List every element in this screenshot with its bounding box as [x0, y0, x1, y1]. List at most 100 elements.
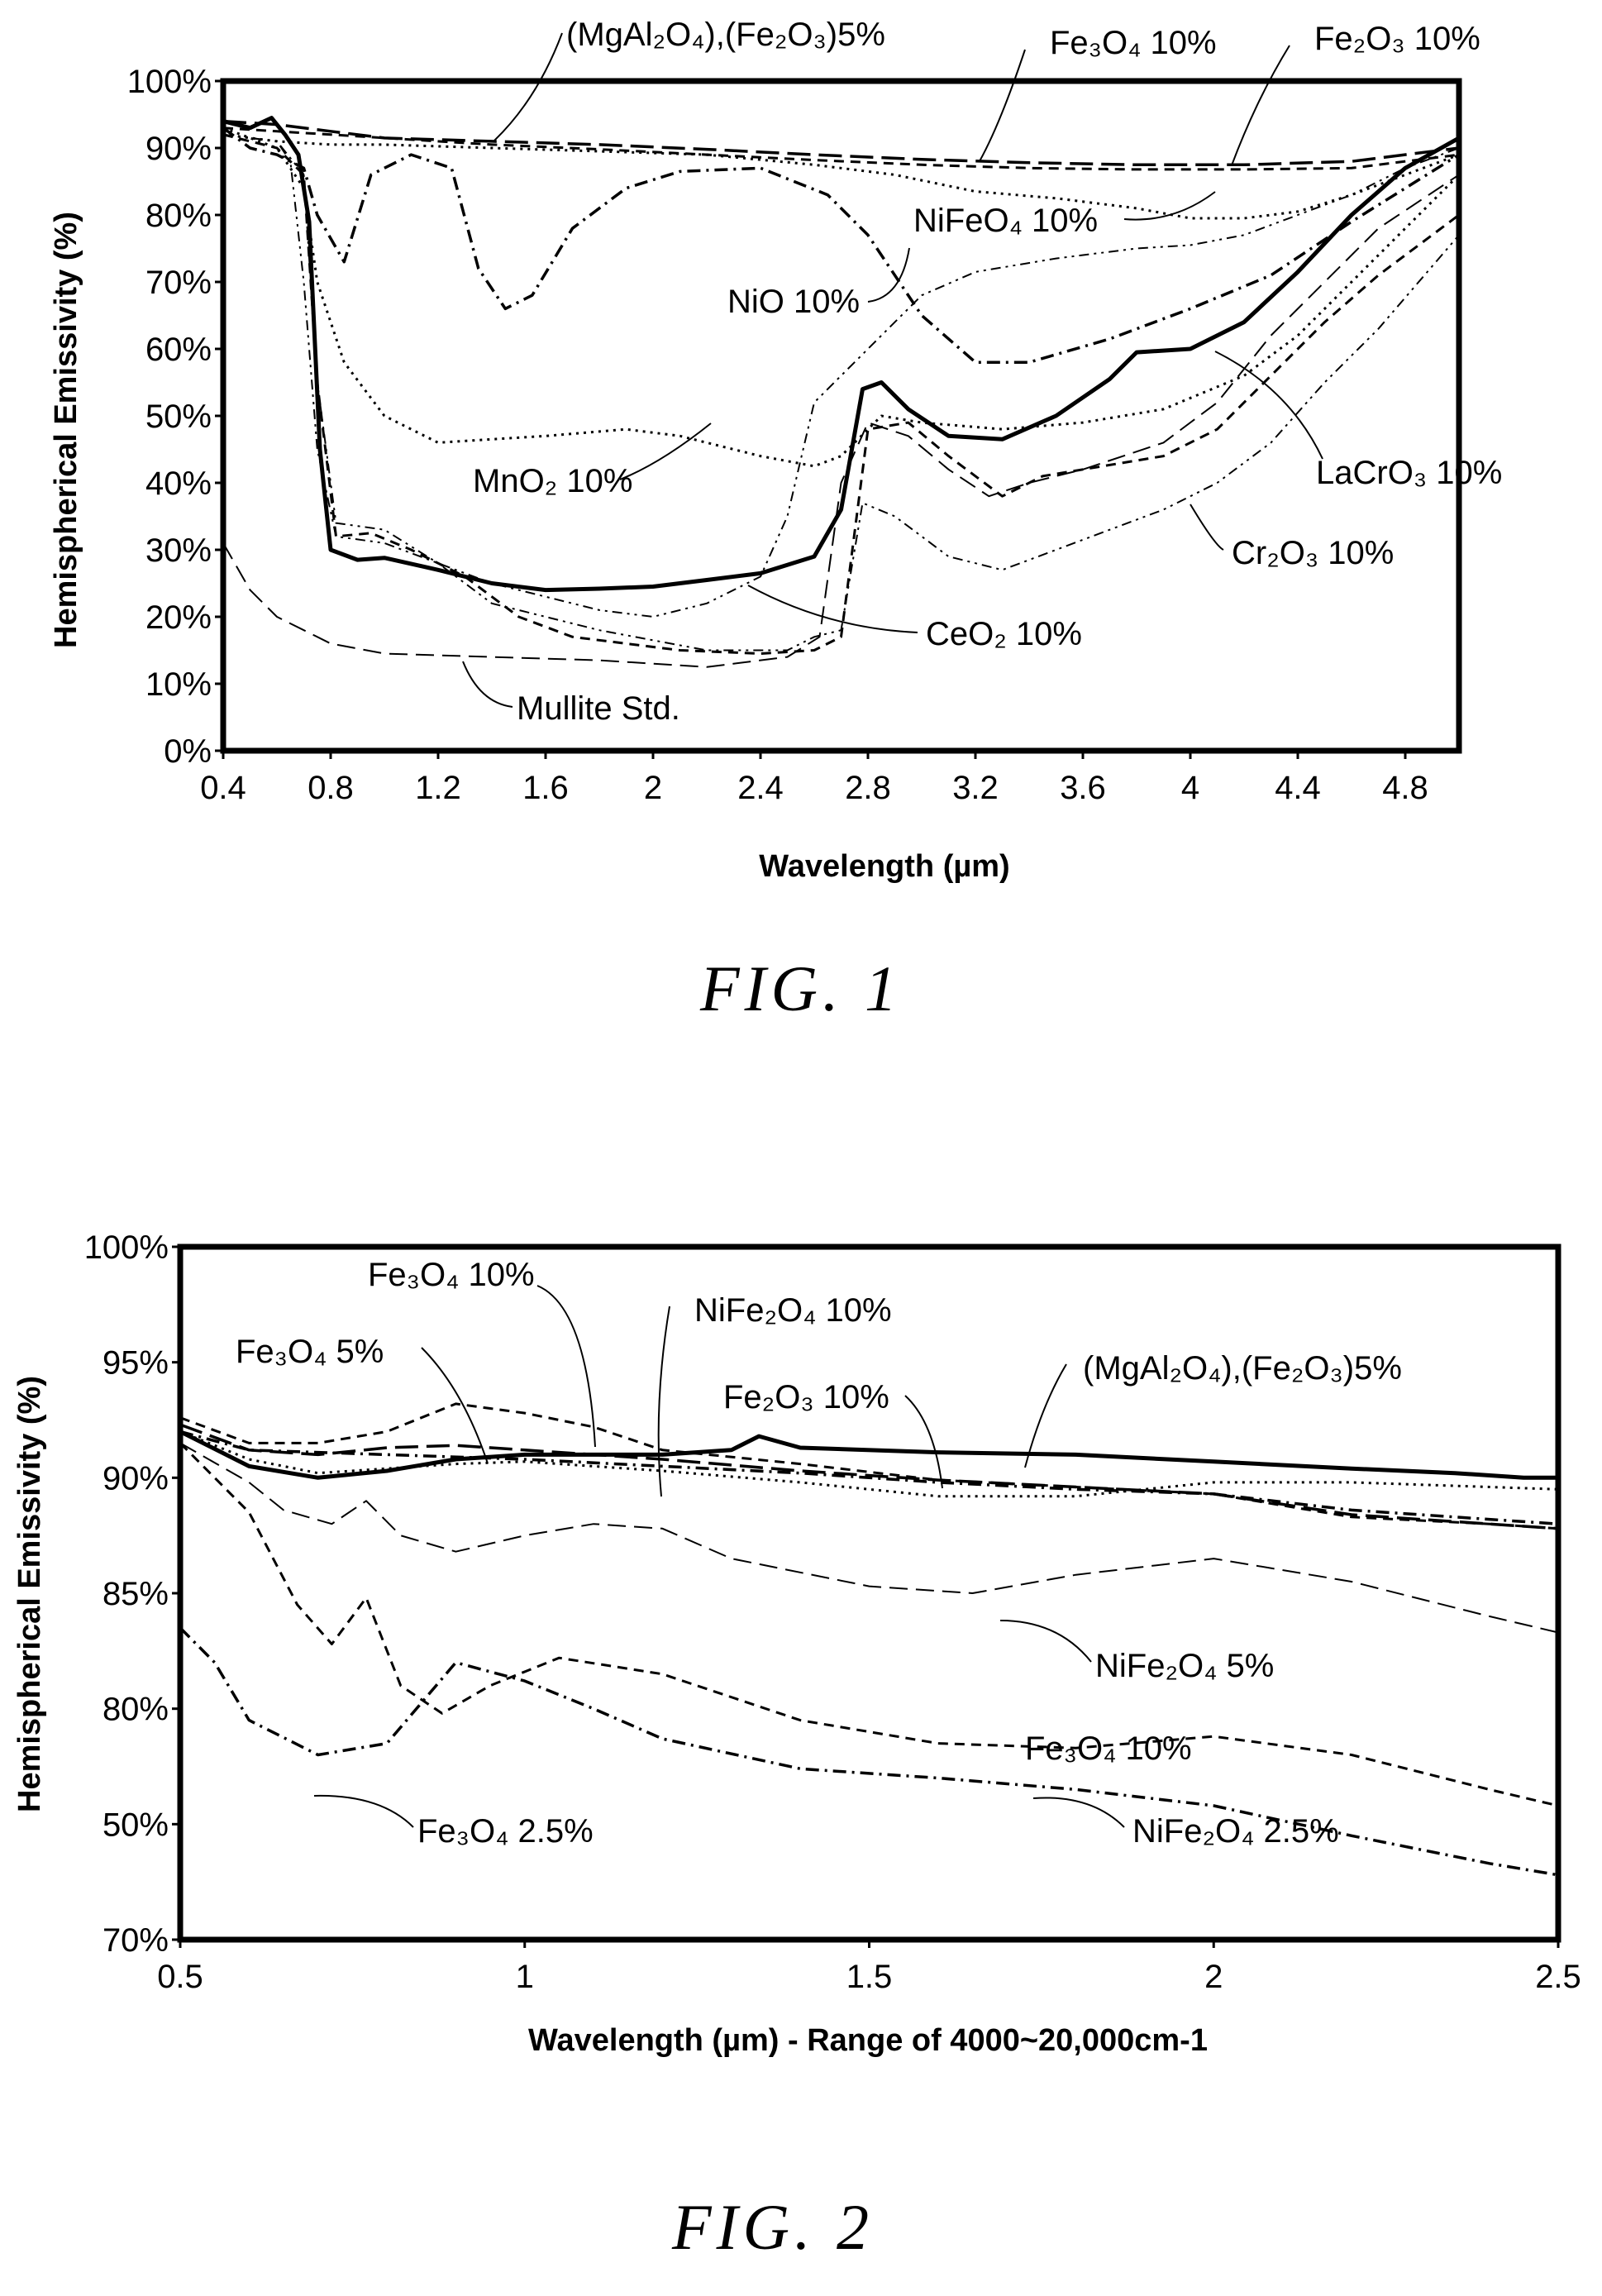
fig2-y-tick-label: 90% [103, 1460, 169, 1496]
fig1-y-tick-label: 30% [145, 532, 212, 569]
fig1-x-tick-label: 0.4 [200, 770, 246, 806]
fig2-label-fe3o4-25: Fe₃O₄ 2.5% [417, 1813, 594, 1850]
fig1-annotations: (MgAl₂O₄),(Fe₂O₃)5% Fe₃O₄ 10% Fe₂O₃ 10% … [462, 17, 1502, 727]
fig1-series-group [222, 116, 1461, 668]
fig2-leader-mgal2o4 [1024, 1363, 1067, 1468]
fig2-x-tick-label: 2 [1204, 1959, 1223, 1995]
fig1-plot-frame [220, 78, 1462, 754]
fig2-label-fe2o3: Fe₂O₃ 10% [723, 1379, 889, 1415]
fig1-series-cr2o3-10-line [222, 133, 1460, 655]
fig2-y-tick-label: 85% [103, 1576, 169, 1612]
fig1-leader-mullite [462, 661, 513, 708]
fig1-x-tick-label: 1.6 [522, 770, 569, 806]
fig1-caption: FIG. 1 [699, 952, 902, 1024]
fig1-label-mno2: MnO₂ 10% [473, 463, 632, 499]
fig2-label-nife2o4-25: NiFe₂O₄ 2.5% [1132, 1813, 1339, 1850]
fig1-label-fe3o4: Fe₃O₄ 10% [1050, 25, 1217, 61]
fig1-label-lacro3: LaCrO₃ 10% [1316, 455, 1502, 491]
fig1-x-tick-label: 2 [644, 770, 662, 806]
fig1-leader-mno2 [619, 422, 712, 480]
fig1-y-tick-label: 10% [145, 666, 212, 703]
fig1-y-tick-label: 0% [164, 733, 212, 770]
fig1-x-tick-label: 0.8 [308, 770, 354, 806]
fig2-series-fe2o3-10-4-line [179, 1430, 1559, 1525]
fig1-series-fe2o3-10-line [222, 126, 1460, 171]
fig1-label-cr2o3: Cr₂O₃ 10% [1232, 535, 1394, 571]
fig1-label-nifeo4: NiFeO₄ 10% [913, 203, 1098, 239]
fig1-leader-nio [867, 247, 910, 303]
fig2-leader-fe3o4-5 [421, 1347, 489, 1464]
fig2-series-group [179, 1402, 1559, 1877]
fig2-annotations: Fe₃O₄ 10% Fe₃O₄ 5% NiFe₂O₄ 10% Fe₂O₃ 10%… [236, 1257, 1402, 1850]
fig2-x-tick-label: 2.5 [1535, 1959, 1581, 1995]
fig1-x-tick-label: 2.4 [737, 770, 784, 806]
fig2-leader-nife2o4-5 [999, 1620, 1092, 1663]
fig2-leader-fe3o4-10-top [536, 1285, 596, 1448]
fig2-label-mgal2o4: (MgAl₂O₄),(Fe₂O₃)5% [1083, 1350, 1402, 1387]
fig2-series-nife2o4-10-3-line [179, 1430, 1559, 1498]
fig1-label-mullite: Mullite Std. [517, 690, 680, 727]
fig2-y-axis: 70% 50% 80% 85% 90% 95% 100% [84, 1229, 180, 1959]
fig1-x-tick-label: 2.8 [845, 770, 891, 806]
fig1-x-tick-label: 3.6 [1060, 770, 1106, 806]
fig2-series-mgal2o4-fe2o3-5-0-line [179, 1430, 1558, 1480]
fig2-x-tick-label: 1.5 [846, 1959, 893, 1995]
fig2-y-tick-label: 70% [103, 1922, 169, 1959]
fig2-series-nife2o4-5-5-line [179, 1442, 1559, 1634]
fig2-y-tick-label: 50% [103, 1807, 169, 1843]
fig1-y-tick-label: 80% [145, 198, 212, 234]
fig1-x-tick-label: 4.8 [1382, 770, 1428, 806]
fig2-y-tick-label: 100% [84, 1229, 169, 1266]
fig1-y-axis-title: Hemispherical Emissivity (%) [49, 212, 83, 648]
fig1-series-nifeo4-10-line [222, 133, 1460, 220]
fig1-series-mgal2o4-fe2o3-5-line [222, 116, 1461, 593]
fig1-x-tick-label: 3.2 [952, 770, 999, 806]
fig1-y-tick-label: 20% [145, 599, 212, 636]
fig1-label-ceo2: CeO₂ 10% [926, 616, 1082, 652]
fig2-series-nife2o4-2-5-7-line [179, 1626, 1559, 1877]
fig2-leader-fe2o3 [904, 1395, 943, 1489]
fig1-x-tick-label: 4 [1181, 770, 1199, 806]
fig1-leader-lacro3 [1214, 351, 1323, 460]
fig2-leader-nife2o4-10 [657, 1306, 670, 1497]
fig1-y-tick-label: 90% [145, 131, 212, 167]
fig1-series-nio-10-line [222, 126, 1460, 364]
fig2-label-nife2o4-10: NiFe₂O₄ 10% [694, 1292, 892, 1329]
fig1-leader-fe2o3 [1231, 45, 1290, 166]
fig1-series-fe3o4-10-line [222, 119, 1460, 167]
fig2-label-fe3o4-5: Fe₃O₄ 5% [236, 1334, 384, 1370]
fig1-y-tick-label: 60% [145, 332, 212, 368]
fig1-y-tick-label: 50% [145, 399, 212, 435]
fig1-series-lacro3-10-line [222, 133, 1460, 618]
fig2-caption: FIG. 2 [671, 2191, 874, 2263]
fig1-leader-nifeo4 [1123, 191, 1216, 221]
fig2-chart: 70% 50% 80% 85% 90% 95% 100% 0.5 1 1.5 2 2.5 Wavel… [12, 1229, 1581, 2263]
fig1-label-nio: NiO 10% [727, 284, 860, 320]
fig2-y-axis-title: Hemispherical Emissivity (%) [12, 1376, 47, 1812]
fig2-x-axis-title: Wavelength (µm) - Range of 4000~20,000cm… [528, 2023, 1208, 2058]
fig1-leader-fe3o4 [979, 49, 1026, 162]
fig2-x-tick-label: 0.5 [157, 1959, 203, 1995]
fig1-y-tick-label: 100% [127, 64, 212, 100]
fig1-series-mullite-std-line [222, 174, 1460, 668]
fig2-series-fe3o4-5-2-line [179, 1423, 1559, 1530]
fig1-x-tick-label: 4.4 [1275, 770, 1321, 806]
fig2-x-axis: 0.5 1 1.5 2 2.5 [157, 1940, 1581, 1995]
fig2-series-fe3o4-10-6-line [179, 1442, 1559, 1807]
fig1-series-ceo2-10-line [222, 133, 1460, 652]
fig1-y-tick-label: 40% [145, 465, 212, 502]
fig1-leader-ceo2 [747, 585, 918, 633]
fig2-label-fe3o4-10-top: Fe₃O₄ 10% [368, 1257, 535, 1293]
fig2-y-tick-label: 80% [103, 1692, 169, 1728]
fig2-leader-fe3o4-25 [313, 1794, 414, 1828]
fig1-label-fe2o3: Fe₂O₃ 10% [1314, 21, 1480, 57]
fig1-y-tick-label: 70% [145, 265, 212, 301]
fig1-leader-cr2o3 [1190, 504, 1224, 551]
fig2-label-fe3o4-10-bottom: Fe₃O₄ 10% [1025, 1730, 1192, 1767]
fig2-x-tick-label: 1 [516, 1959, 534, 1995]
fig1-x-tick-label: 1.2 [415, 770, 461, 806]
fig2-y-tick-label: 95% [103, 1345, 169, 1382]
fig2-leader-nife2o4-25 [1032, 1797, 1125, 1828]
fig2-label-nife2o4-5: NiFe₂O₄ 5% [1095, 1648, 1274, 1684]
